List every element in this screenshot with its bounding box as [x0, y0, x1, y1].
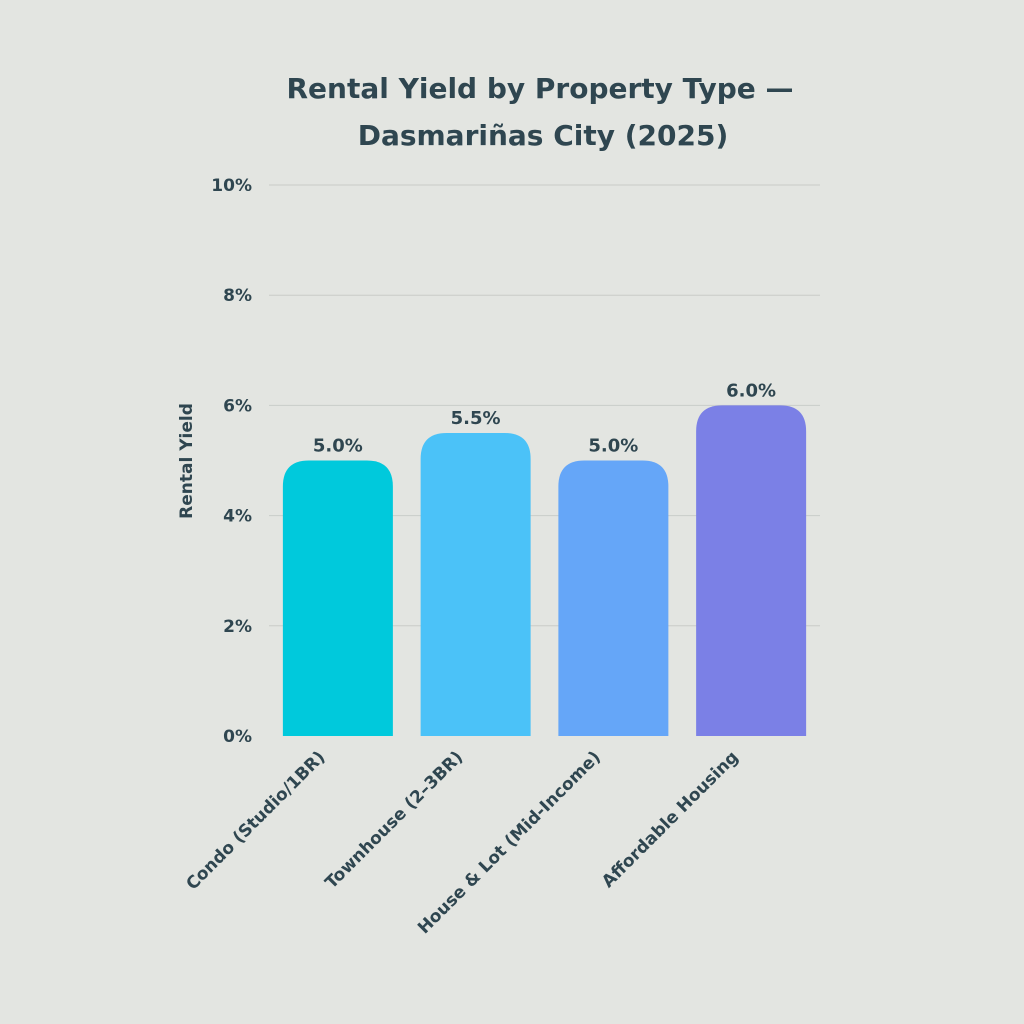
- y-tick-label: 0%: [223, 727, 252, 747]
- bar-value-label: 6.0%: [726, 380, 776, 401]
- y-tick-label: 8%: [223, 286, 252, 306]
- x-tick-label: Townhouse (2–3BR): [321, 747, 467, 893]
- bar-value-label: 5.0%: [588, 436, 638, 457]
- y-tick-label: 4%: [223, 507, 252, 527]
- x-tick-label: Condo (Studio/1BR): [182, 747, 329, 894]
- y-tick-label: 10%: [211, 176, 252, 196]
- y-axis-label: Rental Yield: [177, 403, 197, 519]
- bar: [420, 432, 531, 736]
- y-tick-label: 6%: [223, 396, 252, 416]
- bar-value-label: 5.5%: [451, 408, 501, 429]
- y-tick-label: 2%: [223, 617, 252, 637]
- chart-title-line-2: Dasmariñas City (2025): [358, 119, 729, 152]
- bar: [558, 460, 669, 736]
- bar: [282, 460, 393, 736]
- x-tick-label: Affordable Housing: [598, 747, 742, 891]
- bar-value-label: 5.0%: [313, 436, 363, 457]
- chart-title-line-1: Rental Yield by Property Type —: [286, 72, 793, 105]
- bar: [696, 405, 807, 736]
